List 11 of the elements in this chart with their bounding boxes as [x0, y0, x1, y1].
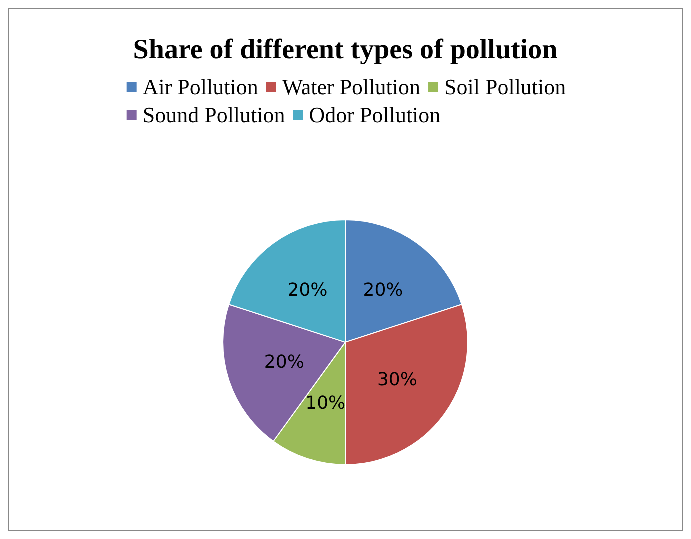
- chart-title: Share of different types of pollution: [133, 34, 558, 66]
- data-label: 20%: [264, 352, 304, 373]
- data-label: 30%: [377, 370, 418, 391]
- legend-label: Soil Pollution: [444, 74, 566, 100]
- legend-label: Sound Pollution: [142, 102, 286, 128]
- legend-label: Air Pollution: [142, 74, 258, 100]
- data-label: 20%: [363, 280, 404, 301]
- data-label: 10%: [306, 393, 346, 414]
- legend-label: Water Pollution: [282, 74, 421, 100]
- data-label: 20%: [288, 280, 328, 301]
- legend-label: Odor Pollution: [309, 102, 441, 128]
